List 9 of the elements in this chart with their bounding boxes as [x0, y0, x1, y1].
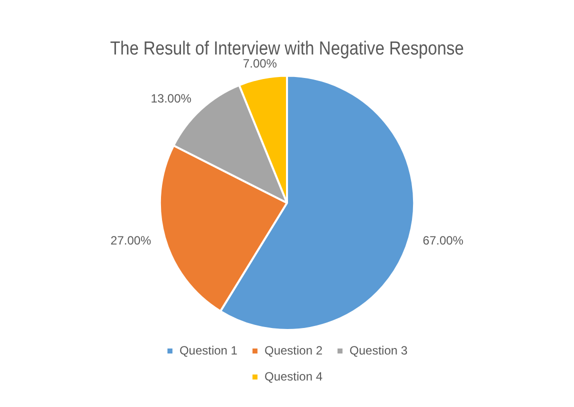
data-label: 13.00%	[150, 91, 192, 106]
data-label: 67.00%	[422, 234, 464, 248]
data-label: 7.00%	[242, 56, 278, 71]
chart-title: The Result of Interview with Negative Response	[110, 38, 464, 59]
legend-label: Question 4	[264, 369, 323, 384]
legend-label: Question 3	[350, 343, 408, 358]
legend-label: Question 2	[264, 343, 323, 358]
data-label: 27.00%	[110, 234, 152, 248]
legend-label: Question 1	[179, 343, 238, 358]
